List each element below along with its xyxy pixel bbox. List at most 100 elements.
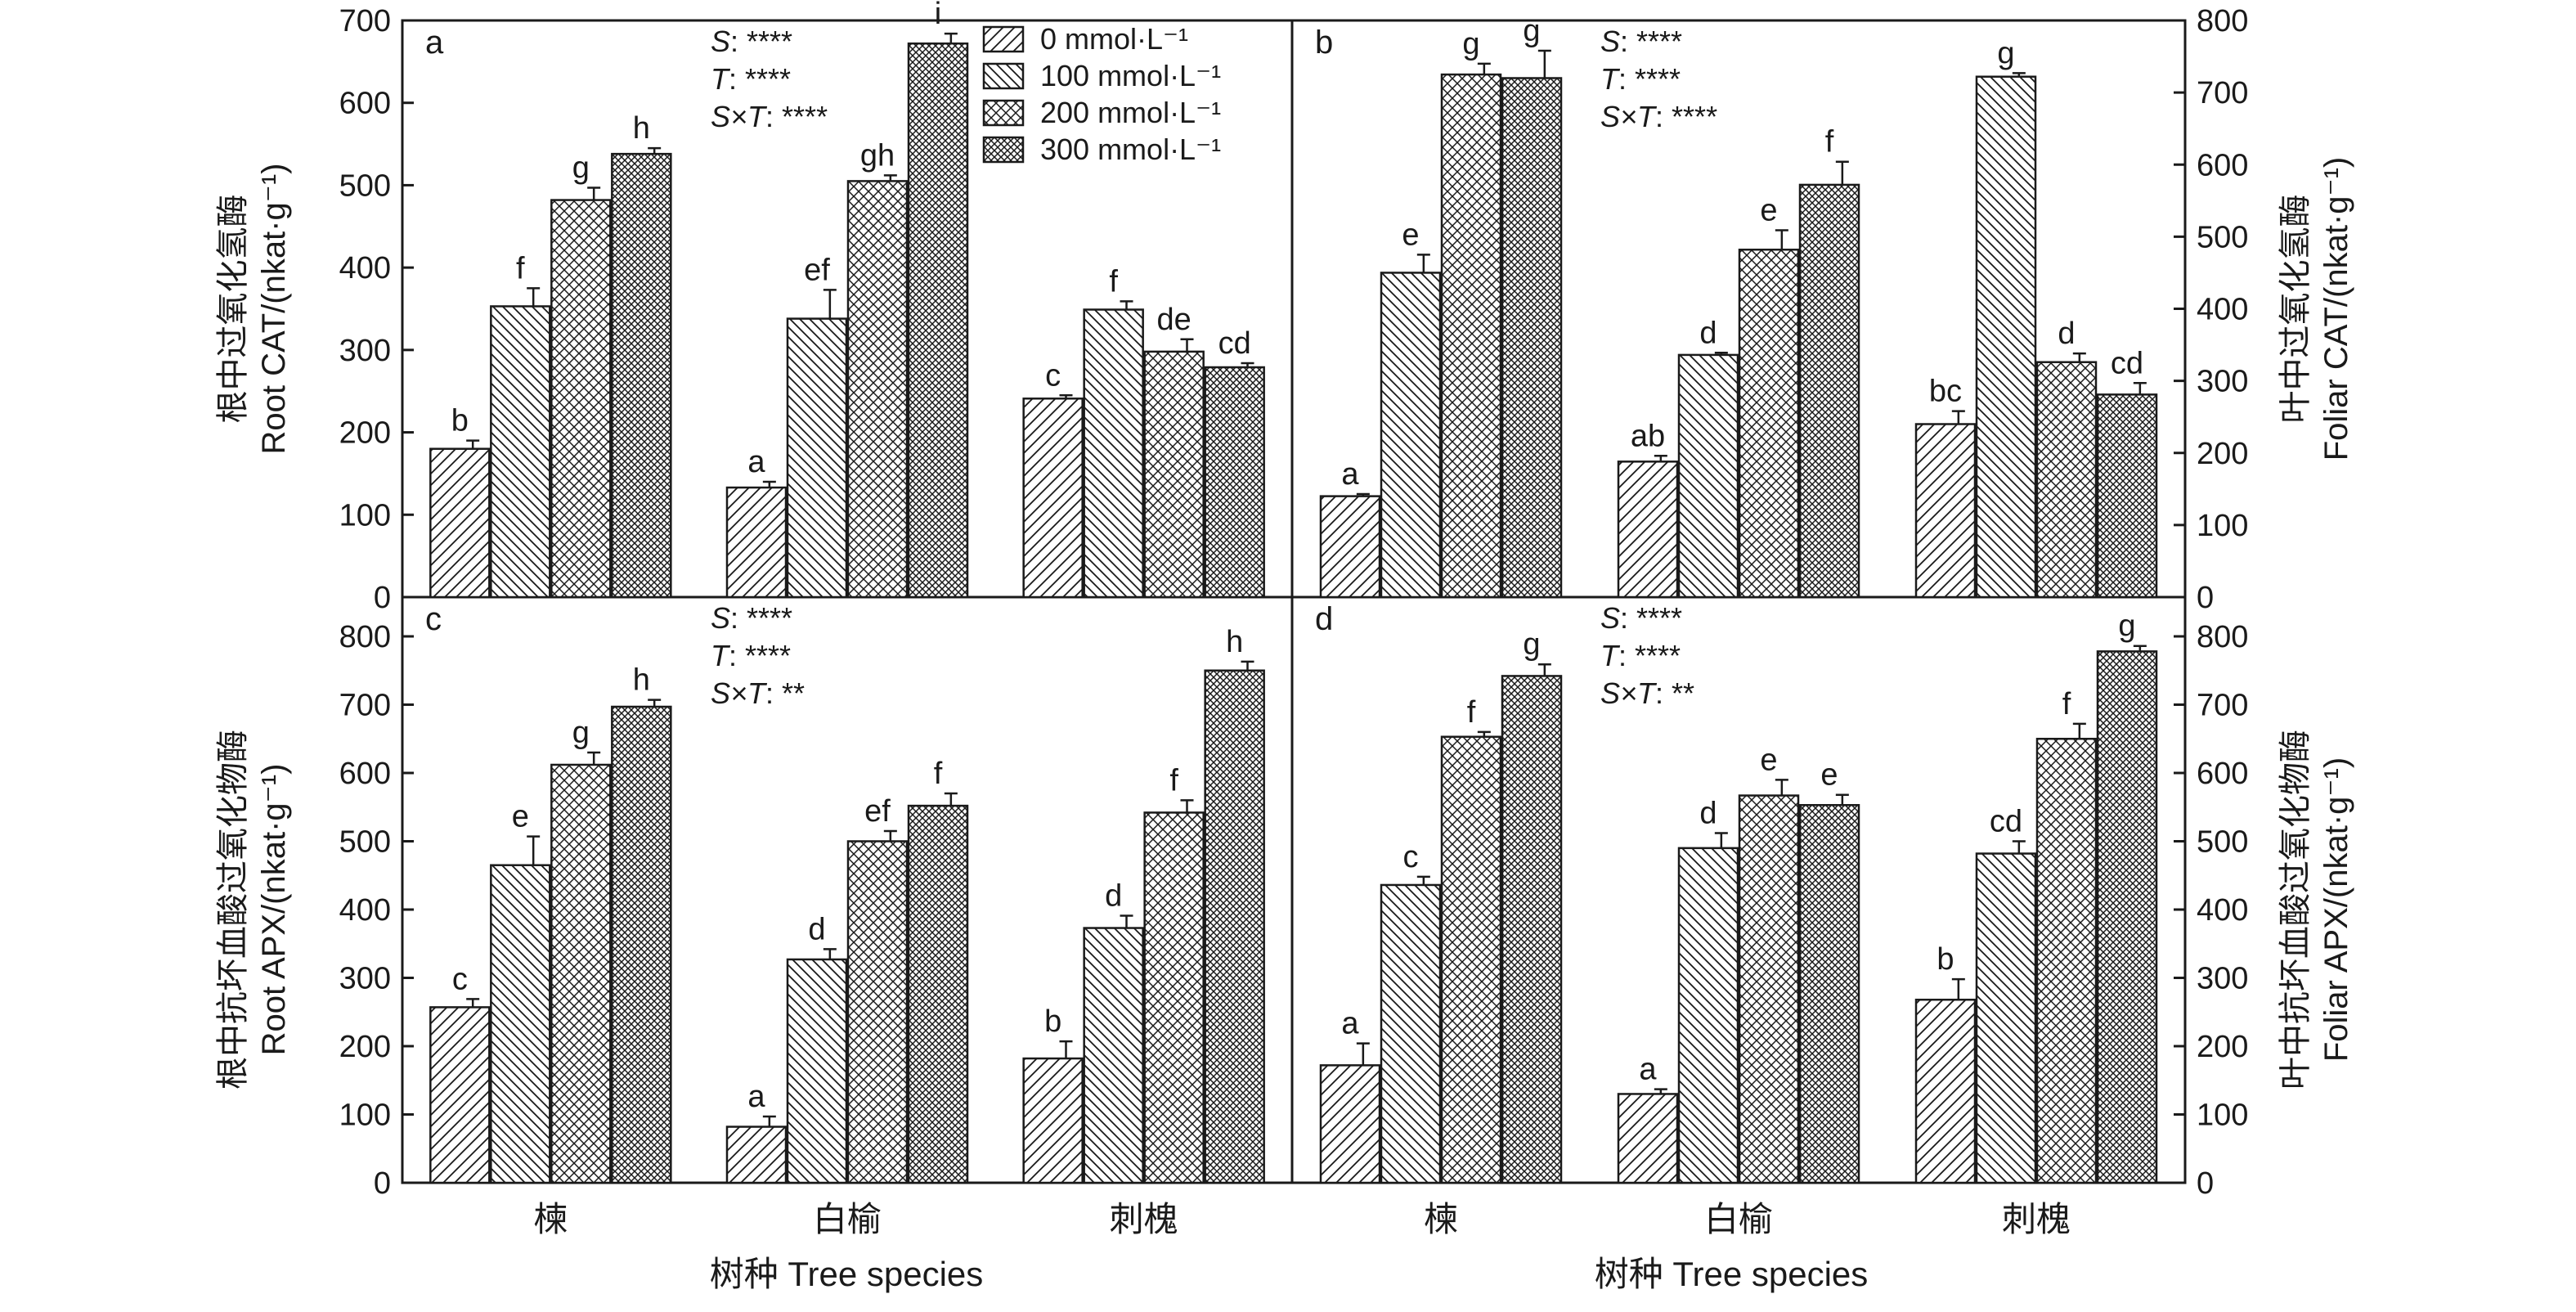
bar-c-2-2 bbox=[1143, 811, 1205, 1184]
legend-swatch-3 bbox=[982, 136, 1025, 164]
significance-letter: cd bbox=[1990, 805, 2022, 839]
y-tick-label: 200 bbox=[2197, 1030, 2248, 1064]
y-tick-label: 400 bbox=[2197, 893, 2248, 928]
stat-annotation: S×T: **** bbox=[1600, 100, 1717, 133]
significance-letter: e bbox=[1820, 758, 1838, 793]
bar-d-0-0 bbox=[1319, 1064, 1381, 1184]
y-tick-label: 500 bbox=[339, 825, 391, 860]
legend-swatch-0 bbox=[982, 25, 1025, 53]
panel-a: a 0 100 200 300 400 500 600 700 根中过氧化氢酶 Root CAT/(… bbox=[215, 0, 1265, 615]
bar-c-1-2 bbox=[846, 840, 909, 1184]
y-tick-label: 700 bbox=[2197, 689, 2248, 723]
y-tick-label: 500 bbox=[2197, 220, 2248, 254]
bar-b-0-0 bbox=[1319, 495, 1381, 599]
bar-a-2-3 bbox=[1204, 366, 1265, 599]
y-tick-label: 100 bbox=[2197, 509, 2248, 543]
significance-letter: f bbox=[1467, 695, 1476, 730]
panel-c: c 0 100 200 300 400 500 600 700 800 根中抗坏血酸过氧化物酶 Roo… bbox=[215, 601, 1265, 1238]
significance-letter: ef bbox=[864, 794, 891, 829]
significance-letter: g bbox=[1462, 27, 1479, 61]
significance-letter: a bbox=[1639, 1053, 1657, 1087]
significance-letter: bc bbox=[1929, 375, 1962, 409]
bar-b-0-1 bbox=[1380, 272, 1442, 599]
bar-c-1-1 bbox=[786, 958, 848, 1184]
y-tick-label: 0 bbox=[2197, 581, 2214, 615]
bar-d-1-1 bbox=[1677, 847, 1739, 1184]
bar-c-0-3 bbox=[611, 705, 672, 1184]
significance-letter: e bbox=[512, 800, 529, 834]
y-tick-label: 500 bbox=[339, 168, 391, 203]
significance-letter: f bbox=[516, 251, 525, 285]
bar-a-2-1 bbox=[1083, 308, 1144, 599]
y-tick-label: 800 bbox=[2197, 4, 2248, 38]
y-axis-title-cn: 叶中抗坏血酸过氧化物酶 bbox=[2278, 730, 2313, 1090]
stat-annotation: S×T: ** bbox=[1600, 676, 1694, 710]
y-tick-label: 100 bbox=[339, 498, 391, 532]
y-tick-label: 700 bbox=[339, 689, 391, 723]
y-tick-label: 0 bbox=[374, 581, 391, 615]
significance-letter: h bbox=[633, 663, 650, 698]
significance-letter: c bbox=[1403, 840, 1419, 874]
y-axis-title-en: Foliar CAT/(nkat·g⁻¹) bbox=[2318, 157, 2354, 461]
y-tick-label: 300 bbox=[2197, 962, 2248, 996]
y-tick-label: 300 bbox=[2197, 365, 2248, 399]
bar-d-0-1 bbox=[1380, 883, 1442, 1184]
y-tick-label: 400 bbox=[339, 893, 391, 928]
plot-border bbox=[401, 19, 2187, 1184]
bar-d-0-2 bbox=[1440, 735, 1502, 1184]
panel-d: d 0 100 200 300 400 500 600 700 800 叶中抗坏血酸过氧化物酶 Fol… bbox=[1315, 601, 2354, 1238]
bar-a-0-3 bbox=[611, 152, 672, 599]
significance-letter: g bbox=[1523, 14, 1540, 48]
stat-annotation: S: **** bbox=[1600, 25, 1682, 58]
legend-label-3: 300 mmol·L⁻¹ bbox=[1040, 133, 1221, 166]
significance-letter: c bbox=[452, 962, 468, 996]
significance-letter: g bbox=[1997, 36, 2014, 70]
significance-letter: f bbox=[2062, 687, 2071, 721]
y-axis-title-cn: 根中抗坏血酸过氧化物酶 bbox=[215, 730, 251, 1090]
bar-a-1-0 bbox=[725, 486, 788, 599]
y-axis-title-en: Root CAT/(nkat·g⁻¹) bbox=[256, 164, 292, 455]
bar-c-1-3 bbox=[907, 804, 969, 1184]
bar-b-1-0 bbox=[1617, 461, 1679, 599]
significance-letter: d bbox=[2058, 317, 2075, 351]
y-tick-label: 400 bbox=[2197, 293, 2248, 327]
y-tick-label: 200 bbox=[2197, 437, 2248, 471]
y-tick-label: 0 bbox=[2197, 1166, 2214, 1201]
bar-c-0-2 bbox=[550, 763, 612, 1184]
panel-letter-d: d bbox=[1315, 601, 1333, 637]
stat-annotation: T: **** bbox=[711, 639, 791, 672]
bar-d-1-2 bbox=[1738, 794, 1800, 1184]
significance-letter: g bbox=[1523, 627, 1540, 662]
bar-d-1-0 bbox=[1617, 1093, 1679, 1184]
y-tick-label: 100 bbox=[339, 1099, 391, 1133]
legend-label-1: 100 mmol·L⁻¹ bbox=[1040, 59, 1221, 92]
significance-letter: e bbox=[1402, 218, 1419, 252]
bar-b-2-2 bbox=[2035, 361, 2098, 599]
x-axis-title-right: 树种 Tree species bbox=[1595, 1255, 1869, 1293]
bar-a-1-3 bbox=[907, 42, 969, 599]
significance-letter: d bbox=[1699, 316, 1717, 350]
y-axis-title-cn: 根中过氧化氢酶 bbox=[215, 195, 251, 424]
y-tick-label: 500 bbox=[2197, 825, 2248, 860]
stat-annotation: T: **** bbox=[711, 62, 791, 96]
stat-annotation: T: **** bbox=[1600, 62, 1681, 96]
bar-d-2-3 bbox=[2096, 650, 2158, 1184]
legend-swatch-2 bbox=[982, 99, 1025, 127]
significance-letter: g bbox=[572, 716, 590, 750]
bar-b-0-3 bbox=[1501, 77, 1563, 599]
y-tick-label: 700 bbox=[339, 4, 391, 38]
bar-a-0-1 bbox=[490, 305, 551, 599]
bar-c-2-1 bbox=[1083, 927, 1144, 1184]
x-tick-label: 楝 bbox=[1424, 1200, 1458, 1238]
significance-letter: g bbox=[572, 151, 590, 185]
panel-letter-c: c bbox=[425, 601, 442, 637]
significance-letter: f bbox=[1825, 125, 1834, 160]
significance-letter: f bbox=[1169, 763, 1178, 798]
bar-d-1-3 bbox=[1798, 803, 1860, 1184]
stat-annotation: S×T: ** bbox=[711, 676, 805, 710]
y-axis-title-en: Foliar APX/(nkat·g⁻¹) bbox=[2318, 757, 2354, 1062]
x-tick-label: 楝 bbox=[533, 1200, 568, 1238]
bar-d-2-0 bbox=[1914, 998, 1977, 1184]
significance-letter: e bbox=[1760, 743, 1777, 777]
significance-letter: g bbox=[2118, 609, 2135, 644]
